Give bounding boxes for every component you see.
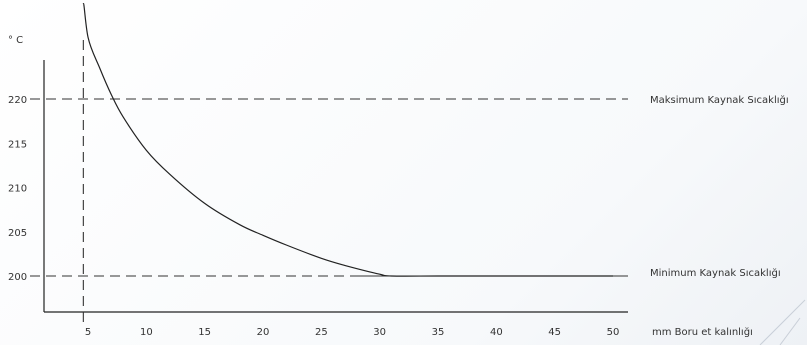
- reference-lines: [30, 40, 628, 322]
- x-tick-label: 15: [198, 327, 211, 338]
- y-tick-label: 205: [8, 228, 27, 239]
- x-tick-label: 5: [85, 327, 91, 338]
- decorative-line: [779, 317, 801, 345]
- x-axis-label: mm Boru et kalınlığı: [652, 326, 753, 338]
- y-tick-label: 220: [8, 95, 27, 106]
- max-temp-label: Maksimum Kaynak Sıcaklığı: [650, 94, 789, 106]
- x-tick-label: 40: [490, 327, 503, 338]
- x-tick-label: 45: [548, 327, 561, 338]
- decorative-line: [759, 299, 806, 345]
- y-axis-label: ° C: [8, 35, 23, 46]
- min-temp-label: Minimum Kaynak Sıcaklığı: [650, 267, 781, 279]
- x-tick-label: 25: [315, 327, 328, 338]
- y-tick-label: 210: [8, 184, 27, 195]
- x-tick-labels: 5 10 15 20 25 30 35 40 45 50: [85, 327, 620, 338]
- x-tick-label: 10: [140, 327, 153, 338]
- y-tick-label: 200: [8, 272, 27, 283]
- y-tick-labels: 200 205 210 215 220: [8, 95, 27, 283]
- temperature-curve: [82, 3, 613, 277]
- x-tick-label: 35: [432, 327, 445, 338]
- axes: [43, 60, 628, 313]
- x-tick-label: 20: [257, 327, 270, 338]
- series: [82, 3, 613, 277]
- x-tick-label: 30: [373, 327, 386, 338]
- y-tick-label: 215: [8, 139, 27, 150]
- x-tick-label: 50: [607, 327, 620, 338]
